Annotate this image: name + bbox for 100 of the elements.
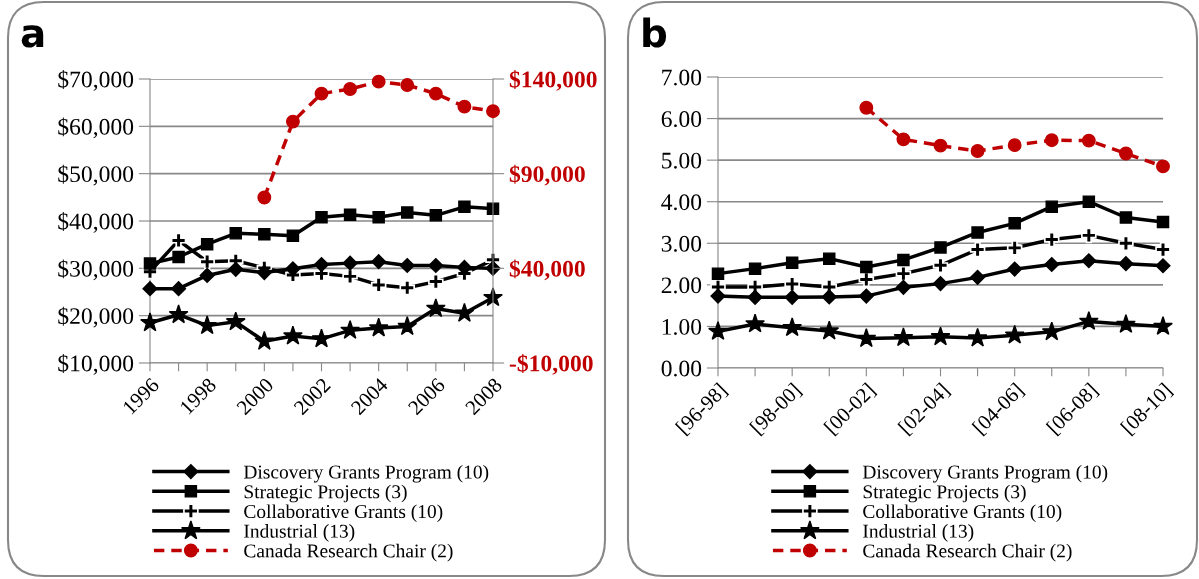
point <box>425 298 446 318</box>
point <box>368 317 389 337</box>
y-tick-label: 3.00 <box>661 235 702 252</box>
point <box>285 114 300 129</box>
y-tick-label: 5.00 <box>662 152 702 169</box>
chart-title: a <box>21 25 44 48</box>
point <box>860 260 873 274</box>
point <box>1044 133 1059 148</box>
point <box>930 326 951 346</box>
point <box>399 257 415 274</box>
point <box>282 325 303 345</box>
point <box>168 304 189 324</box>
point <box>228 261 244 277</box>
point <box>1153 316 1173 335</box>
y2-tick-label: $90,000 <box>509 164 585 186</box>
point <box>782 317 803 337</box>
y-tick-label: 2.00 <box>661 277 702 294</box>
y-tick-label: $40,000 <box>58 212 134 233</box>
point <box>370 277 387 293</box>
point <box>343 82 358 96</box>
point <box>371 254 387 270</box>
point <box>934 241 947 254</box>
point <box>229 227 243 240</box>
point <box>1156 159 1170 174</box>
point <box>970 269 986 285</box>
y-tick-label: $10,000 <box>58 354 134 375</box>
point <box>785 256 799 270</box>
point <box>429 209 443 222</box>
y-tick-label: $30,000 <box>58 259 134 281</box>
legend-label: Strategic Projects (3) <box>244 484 407 503</box>
point <box>258 228 271 241</box>
legend-label: Discovery Grants Program (10) <box>862 464 1108 483</box>
point <box>171 281 187 297</box>
y-tick-label: 6.00 <box>661 111 702 128</box>
point <box>340 319 361 339</box>
point <box>200 237 214 251</box>
point <box>819 320 840 340</box>
point <box>1008 217 1021 230</box>
point <box>932 257 949 274</box>
point <box>856 328 877 348</box>
y-tick-label: 0.00 <box>661 360 702 377</box>
y2-tick-label: $140,000 <box>509 70 597 91</box>
point <box>254 330 275 350</box>
point <box>400 78 415 93</box>
point <box>428 257 444 274</box>
point <box>1007 138 1022 153</box>
point <box>428 273 444 290</box>
point <box>1041 321 1062 341</box>
point <box>893 327 914 347</box>
chart-title: b <box>643 17 667 48</box>
point <box>711 267 725 280</box>
point <box>1007 261 1023 277</box>
point <box>969 241 986 258</box>
legend-label: Discovery Grants Program (10) <box>243 464 489 483</box>
point <box>454 302 475 322</box>
y-tick-label: 4.00 <box>661 194 702 211</box>
point <box>1118 256 1134 272</box>
point <box>342 268 358 285</box>
y-tick-label: $70,000 <box>58 70 134 91</box>
point <box>1081 227 1097 244</box>
point <box>257 190 272 205</box>
point <box>343 208 357 222</box>
point <box>142 281 158 297</box>
point <box>458 200 471 214</box>
point <box>784 276 800 292</box>
legend-label: Industrial (13) <box>863 524 974 542</box>
point <box>970 144 985 158</box>
point <box>399 279 416 296</box>
point <box>199 267 215 284</box>
point <box>286 229 300 242</box>
point <box>400 206 414 219</box>
point <box>1115 313 1136 333</box>
point <box>170 232 187 249</box>
point <box>822 252 836 265</box>
point <box>315 210 328 224</box>
legend-label: Collaborative Grants (10) <box>244 504 443 523</box>
point <box>1078 311 1099 331</box>
point <box>314 86 329 101</box>
y2-tick-label: -$10,000 <box>509 354 593 375</box>
point <box>967 327 988 347</box>
point <box>710 288 726 304</box>
point <box>1081 133 1096 148</box>
point <box>1118 235 1134 252</box>
point <box>748 262 762 275</box>
legend-label: Industrial (13) <box>244 524 355 542</box>
point <box>256 265 272 281</box>
point <box>1119 211 1133 224</box>
point <box>745 313 766 333</box>
point <box>971 226 984 239</box>
y-tick-label: $60,000 <box>58 117 134 139</box>
legend-label: Canada Research Chair (2) <box>863 543 1072 562</box>
point <box>342 255 358 271</box>
point <box>932 276 949 292</box>
y-tick-label: $50,000 <box>58 164 134 186</box>
point <box>1156 215 1170 229</box>
point <box>428 86 443 101</box>
point <box>858 271 875 288</box>
point <box>933 138 948 153</box>
point <box>225 311 246 331</box>
legend-label: Canada Research Chair (2) <box>244 543 453 562</box>
